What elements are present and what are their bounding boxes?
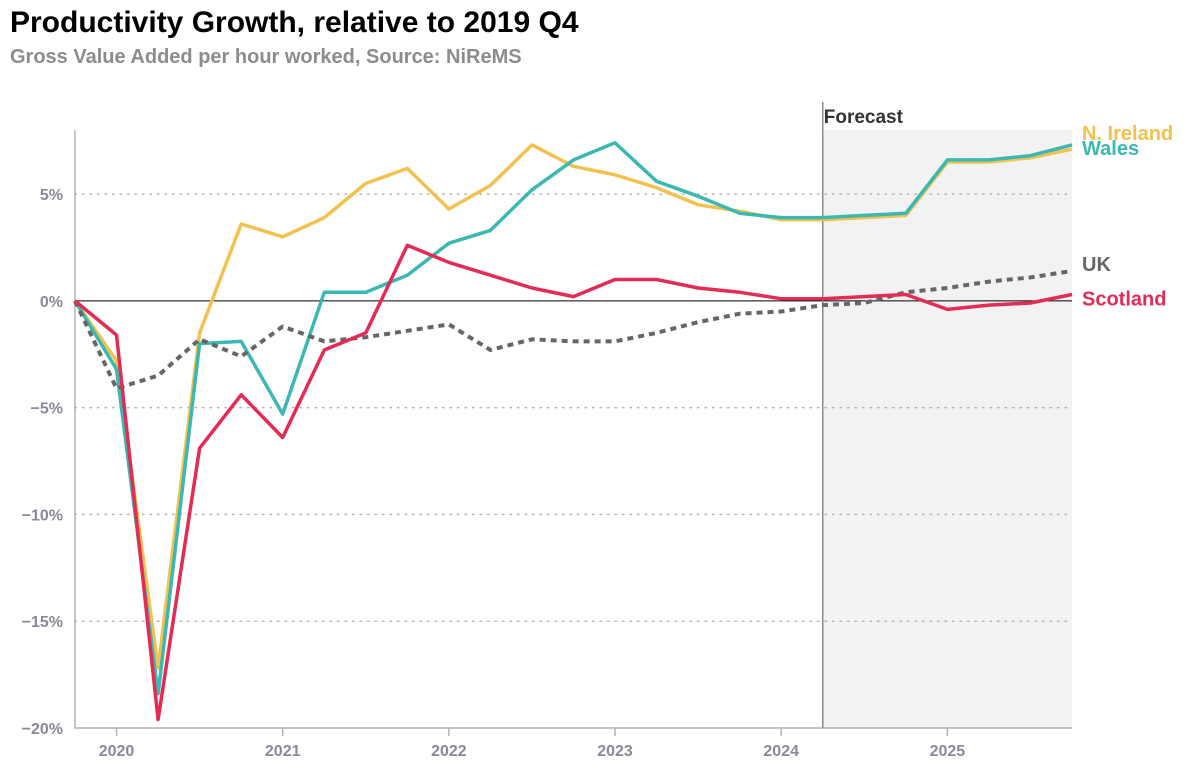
x-tick-label: 2025: [930, 743, 966, 760]
chart-subtitle: Gross Value Added per hour worked, Sourc…: [10, 46, 522, 68]
chart-title: Productivity Growth, relative to 2019 Q4: [10, 6, 579, 39]
series-label: N. Ireland: [1082, 123, 1173, 145]
series-label: UK: [1082, 254, 1111, 276]
y-tick-label: 5%: [40, 187, 63, 204]
axes: 5% 0% −5% −10% −15% −20% 2020 2021 2022 2023 2024 2…: [22, 102, 1072, 760]
series-line-scotland: [73, 243, 1073, 722]
y-tick-label: −15%: [22, 614, 63, 631]
series-label: Scotland: [1082, 288, 1166, 310]
y-tick-label: −20%: [22, 721, 63, 738]
y-tick-label: −5%: [31, 401, 63, 418]
forecast-region: [822, 130, 1072, 728]
x-tick-label: 2022: [431, 743, 467, 760]
series-line-uk: [73, 269, 1073, 391]
x-tick-label: 2023: [597, 743, 633, 760]
x-tick-label: 2020: [99, 743, 135, 760]
x-tick-label: 2024: [763, 743, 799, 760]
series-line-n-ireland: [73, 143, 1073, 670]
series-lines: [73, 141, 1073, 722]
series-label: Wales: [1082, 138, 1139, 160]
y-tick-label: −10%: [22, 507, 63, 524]
x-tick-label: 2021: [265, 743, 301, 760]
y-tick-label: 0%: [40, 294, 63, 311]
forecast-label: Forecast: [824, 107, 904, 128]
series-line-wales: [73, 141, 1073, 696]
